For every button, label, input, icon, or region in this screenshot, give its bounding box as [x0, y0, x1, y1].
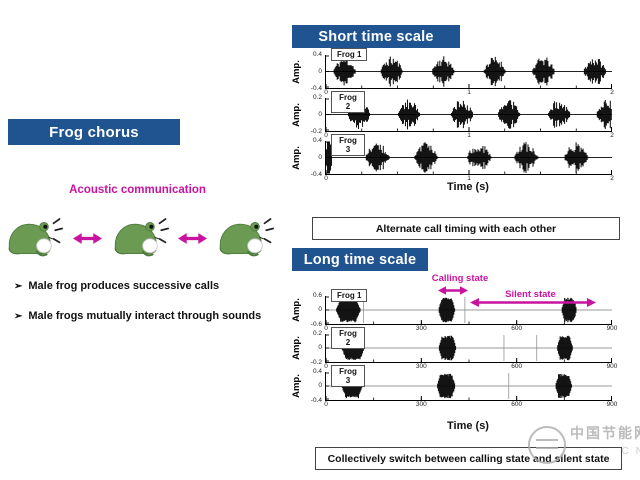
bullet-list: ➢ Male frog produces successive calls ➢ …	[14, 280, 290, 340]
x-tick-label: 600	[511, 363, 523, 370]
bullet-arrow-icon: ➢	[14, 281, 23, 292]
amp-axis-label: Amp.	[291, 102, 302, 127]
x-tick-label: 0	[324, 363, 328, 370]
frog-icon	[114, 218, 169, 257]
bullet-item: ➢ Male frogs mutually interact through s…	[14, 310, 290, 323]
y-tick-label: 0.4	[312, 368, 322, 375]
amp-axis-label: Amp.	[291, 336, 302, 360]
long-time-scale-banner: Long time scale	[292, 248, 428, 271]
plot-label: Frog 2	[331, 327, 365, 350]
y-tick-label: 0.2	[312, 330, 322, 337]
frogs-illustration	[6, 210, 274, 266]
y-tick-label: 0	[318, 67, 322, 75]
y-tick-label: -0.4	[310, 397, 322, 404]
x-tick-label: 600	[511, 325, 523, 332]
waveform-plot: Frog 2 0.2 0 -0.2 Amp. 0 1 2	[291, 91, 614, 139]
y-tick-label: 0.4	[312, 51, 322, 58]
calling-state-label: Calling state	[431, 273, 489, 284]
x-tick-label: 600	[511, 401, 523, 408]
bullet-text: Male frog produces successive calls	[28, 280, 220, 292]
y-tick-label: 0.6	[312, 292, 322, 299]
acoustic-communication-label: Acoustic communication	[69, 184, 206, 196]
bullet-item: ➢ Male frog produces successive calls	[14, 280, 290, 293]
x-tick-label: 300	[415, 401, 427, 408]
y-tick-label: 0	[318, 153, 322, 161]
amp-axis-label: Amp.	[291, 59, 302, 84]
waveform-plot: Frog 3 0.4 0 -0.4 Amp. 0 300 600 900	[291, 365, 617, 408]
waveform-svg	[325, 55, 612, 88]
waveform-plot: Frog 1 0.6 0 -0.6 Amp. 0 300 600 900	[291, 289, 617, 332]
short-time-scale-banner: Short time scale	[292, 25, 460, 48]
short-plots-area: Frog 1 0.4 0 -0.4 Amp. 0 1 2 Frog 2 0.2 0 -0.2 Amp. 0 1…	[290, 48, 614, 190]
x-tick-label: 300	[415, 363, 427, 370]
waveform-plot: Frog 2 0.2 0 -0.2 Amp. 0 300 600 900	[291, 327, 617, 370]
x-tick-label: 0	[324, 89, 328, 96]
x-tick-label: 2	[610, 175, 614, 182]
x-tick-label: 900	[606, 401, 618, 408]
waveform-svg	[325, 334, 612, 362]
y-tick-label: -0.2	[310, 128, 322, 135]
silent-state-arrow-icon	[470, 298, 596, 307]
frog-icon	[219, 218, 274, 257]
bullet-text: Male frogs mutually interact through sou…	[28, 310, 262, 322]
waveform-svg	[325, 141, 612, 174]
y-tick-label: -0.2	[310, 359, 322, 366]
bullet-arrow-icon: ➢	[14, 311, 23, 322]
y-tick-label: 0	[318, 306, 322, 313]
double-arrow-icon	[178, 232, 208, 244]
x-tick-label: 1	[467, 89, 471, 96]
waveform-plot: Frog 1 0.4 0 -0.4 Amp. 0 1 2	[291, 48, 614, 96]
x-tick-label: 2	[610, 132, 614, 139]
x-tick-label: 0	[324, 325, 328, 332]
amp-axis-label: Amp.	[291, 374, 302, 398]
x-tick-label: 1	[467, 175, 471, 182]
y-tick-label: -0.4	[310, 171, 322, 178]
x-tick-label: 0	[324, 132, 328, 139]
silent-state-label: Silent state	[505, 289, 556, 300]
calling-state-arrow-icon	[438, 286, 468, 295]
y-tick-label: -0.4	[310, 85, 322, 92]
plot-label: Frog 3	[331, 134, 365, 157]
y-tick-label: 0	[318, 344, 322, 351]
plot-label: Frog 2	[331, 91, 365, 114]
long-caption-box: Collectively switch between calling stat…	[315, 447, 622, 470]
long-time-axis-label: Time (s)	[447, 420, 489, 432]
x-tick-label: 0	[324, 401, 328, 408]
frog-chorus-banner: Frog chorus	[8, 119, 180, 145]
double-arrow-icon	[72, 232, 102, 244]
y-tick-label: 0.2	[312, 94, 322, 101]
plot-label: Frog 1	[331, 48, 368, 62]
y-tick-label: 0.4	[312, 137, 322, 144]
short-time-axis-label: Time (s)	[447, 181, 489, 193]
x-tick-label: 0	[324, 175, 328, 182]
y-tick-label: 0	[318, 110, 322, 118]
short-caption-box: Alternate call timing with each other	[312, 217, 620, 240]
amp-axis-label: Amp.	[291, 298, 302, 322]
x-tick-label: 1	[467, 132, 471, 139]
frog-icon	[8, 218, 63, 257]
x-tick-label: 900	[606, 363, 618, 370]
waveform-svg	[325, 372, 612, 400]
x-tick-label: 900	[606, 325, 618, 332]
plot-label: Frog 1	[331, 289, 368, 303]
waveform-plot: Frog 3 0.4 0 -0.4 Amp. 0 1 2	[291, 134, 614, 182]
x-tick-label: 300	[415, 325, 427, 332]
long-plots-area: Frog 1 0.6 0 -0.6 Amp. 0 300 600 900 Frog 2 0.2 0 -0.…	[290, 289, 617, 414]
y-tick-label: 0	[318, 382, 322, 389]
amp-axis-label: Amp.	[291, 145, 302, 170]
y-tick-label: -0.6	[310, 321, 322, 328]
x-tick-label: 2	[610, 89, 614, 96]
waveform-svg	[325, 296, 612, 324]
plot-label: Frog 3	[331, 365, 365, 388]
waveform-svg	[325, 98, 612, 131]
